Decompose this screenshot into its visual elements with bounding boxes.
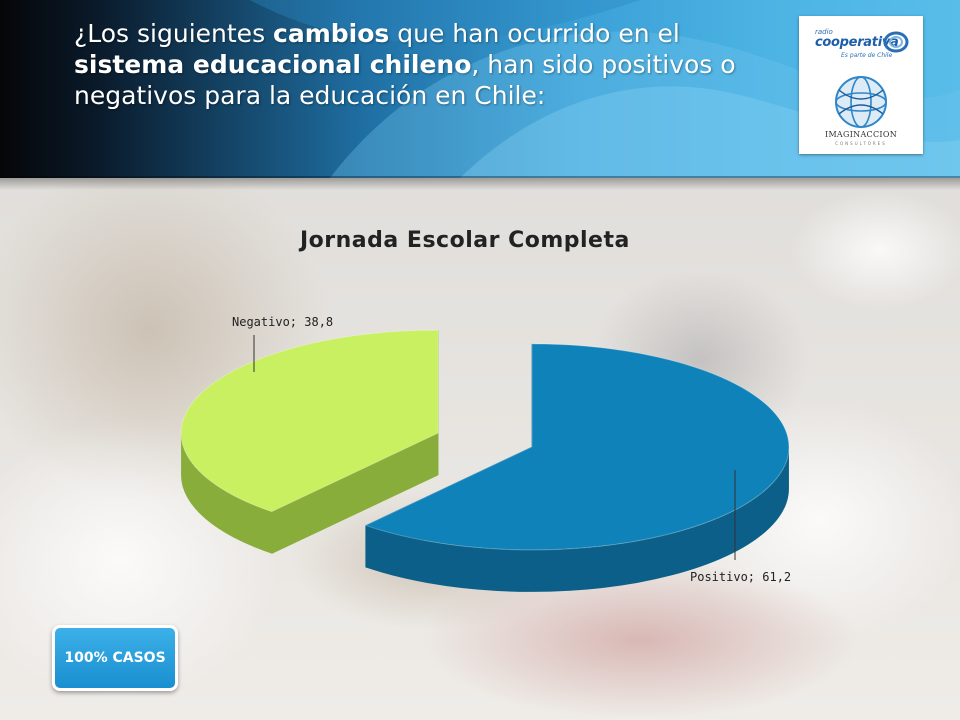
imaginaccion-globe-icon bbox=[835, 76, 887, 128]
logo-cooperativa-text: cooperativa bbox=[815, 35, 899, 50]
header-banner: ¿Los siguientes cambios que han ocurrido… bbox=[0, 0, 960, 178]
logo-tagline: Es parte de Chile bbox=[841, 52, 893, 59]
data-label-positivo: Positivo; 61,2 bbox=[690, 570, 791, 584]
pie-slice-negativo-top bbox=[180, 329, 439, 513]
sponsor-logos: radio cooperativa Es parte de Chile IMAG… bbox=[799, 16, 923, 154]
survey-question: ¿Los siguientes cambios que han ocurrido… bbox=[74, 18, 774, 111]
pie-slice-positivo-top bbox=[364, 343, 790, 551]
question-text: , han sido positivos o negativos para la… bbox=[74, 50, 736, 110]
header-shadow bbox=[0, 176, 960, 190]
logo-consultores-text: CONSULTORES bbox=[835, 141, 887, 146]
sample-size-badge[interactable]: 100% CASOS bbox=[52, 625, 178, 691]
pie-slice-negativo-side bbox=[181, 433, 272, 554]
logo-imaginaccion-text: IMAGINACCION bbox=[824, 130, 898, 139]
cooperativa-swoosh-icon bbox=[883, 31, 909, 53]
pie-slice-negativo bbox=[180, 329, 439, 555]
logo-radio-text: radio bbox=[815, 28, 833, 36]
data-label-negativo: Negativo; 38,8 bbox=[232, 315, 333, 329]
chart-title: Jornada Escolar Completa bbox=[300, 228, 630, 253]
question-text: ¿Los siguientes bbox=[74, 19, 274, 48]
pie-slice-positivo bbox=[364, 343, 790, 592]
question-emphasis: sistema educacional chileno bbox=[74, 50, 472, 79]
question-text: que han ocurrido en el bbox=[389, 19, 680, 48]
question-emphasis: cambios bbox=[273, 19, 390, 48]
pie-slice-positivo-side bbox=[365, 446, 789, 592]
